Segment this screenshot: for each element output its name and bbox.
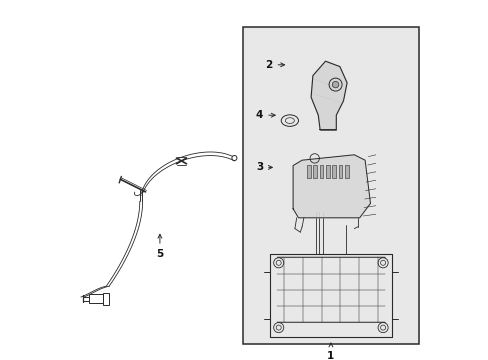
Text: 4: 4 [255, 110, 275, 120]
Polygon shape [310, 61, 346, 130]
Bar [344, 165, 348, 178]
Circle shape [231, 156, 237, 161]
Circle shape [332, 81, 338, 88]
Text: 1: 1 [326, 343, 334, 360]
Bar [325, 165, 329, 178]
Bar [306, 165, 310, 178]
Polygon shape [292, 155, 370, 218]
Text: 2: 2 [265, 60, 284, 70]
Bar [242, 27, 418, 344]
Text: 3: 3 [256, 162, 272, 172]
Bar [102, 293, 109, 305]
Bar [313, 165, 316, 178]
Bar [319, 165, 323, 178]
Text: 5: 5 [156, 234, 163, 259]
Bar [338, 165, 342, 178]
Bar [89, 294, 102, 303]
Bar [332, 165, 335, 178]
